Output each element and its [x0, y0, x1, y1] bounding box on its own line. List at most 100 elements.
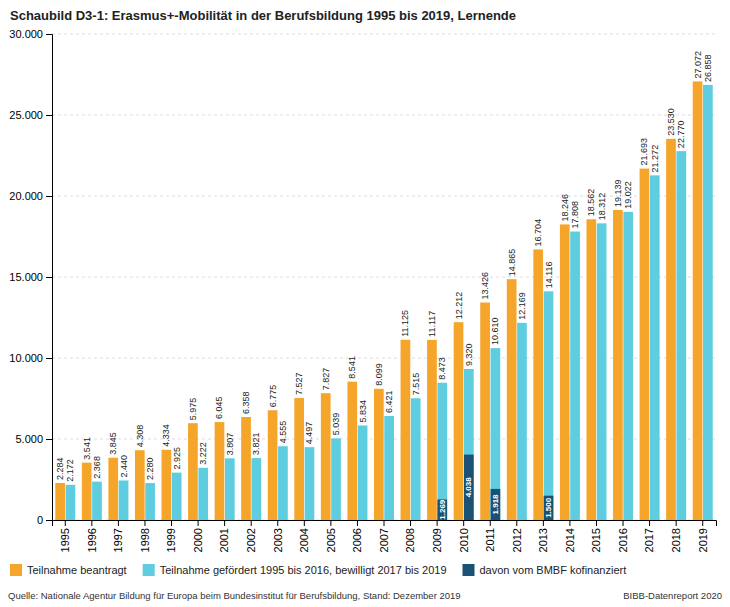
- data-label: 7.527: [294, 373, 304, 396]
- legend-item: Teilnahme beantragt: [10, 564, 127, 576]
- bar: [278, 446, 288, 520]
- tick: 25.000: [9, 109, 52, 121]
- bar: [241, 417, 251, 520]
- tick-mark: [463, 520, 464, 526]
- tick-mark: [46, 520, 52, 521]
- data-label: 3.821: [251, 433, 261, 456]
- bar: [491, 348, 501, 520]
- tick: 2005: [325, 520, 337, 552]
- data-label: 22.770: [676, 121, 686, 149]
- tick: 2010: [458, 520, 470, 552]
- tick-mark: [569, 520, 570, 526]
- bar: [252, 458, 262, 520]
- bar: [480, 302, 490, 520]
- tick-label: 2010: [458, 528, 470, 552]
- tick: 2013: [537, 520, 549, 552]
- data-label: 5.834: [358, 400, 368, 423]
- tick-mark: [46, 277, 52, 278]
- tick-mark: [118, 520, 119, 526]
- bar: [650, 520, 660, 521]
- bar: [544, 291, 554, 520]
- tick-mark: [330, 520, 331, 526]
- bar: [560, 224, 570, 520]
- data-label: 14.865: [507, 249, 517, 277]
- data-label: 7.515: [411, 373, 421, 396]
- data-label: 4.308: [135, 425, 145, 448]
- tick-mark: [702, 520, 703, 526]
- tick-mark: [437, 520, 438, 526]
- tick: 1996: [86, 520, 98, 552]
- bar: [145, 483, 155, 520]
- data-label: 11.125: [400, 310, 410, 337]
- bar: [517, 323, 527, 520]
- data-label: 1.500: [544, 497, 553, 518]
- tick-mark: [144, 520, 145, 526]
- legend-item: Teilnahme gefördert 1995 bis 2016, bewil…: [143, 564, 447, 576]
- bar: [331, 520, 341, 521]
- tick-label: 1995: [59, 528, 71, 552]
- bar: [411, 520, 421, 521]
- data-label: 4.497: [304, 422, 314, 445]
- bar: [597, 520, 607, 521]
- tick: 2002: [245, 520, 257, 552]
- data-label: 3.807: [225, 433, 235, 456]
- plot: 05.00010.00015.00020.00025.00030.000 1995…: [9, 28, 716, 552]
- tick-label: 1996: [86, 528, 98, 552]
- chart: Schaubild D3-1: Erasmus+-Mobilität in de…: [0, 0, 730, 607]
- data-label: 18.246: [560, 194, 570, 222]
- bar: [586, 219, 596, 520]
- tick: 1995: [59, 520, 71, 552]
- y-axis: 05.00010.00015.00020.00025.00030.000: [9, 28, 52, 526]
- tick-label: 2018: [670, 528, 682, 552]
- bar: [66, 485, 76, 520]
- annotation: Quelle: Nationale Agentur Bildung für Eu…: [8, 590, 461, 601]
- data-label: 4.038: [464, 477, 473, 498]
- data-label: 10.610: [490, 318, 500, 346]
- data-label: 26.858: [703, 54, 713, 82]
- bar: [198, 468, 208, 520]
- bar: [491, 489, 501, 520]
- bar: [454, 322, 464, 520]
- tick-label: 2009: [431, 528, 443, 552]
- data-label: 21.693: [639, 138, 649, 166]
- title: Schaubild D3-1: Erasmus+-Mobilität in de…: [10, 8, 516, 23]
- grid-line: [52, 115, 716, 116]
- tick-mark: [596, 520, 597, 526]
- data-label: 3.541: [82, 437, 92, 460]
- tick: 2015: [590, 520, 602, 552]
- bar: [331, 438, 341, 520]
- tick-label: 2007: [378, 528, 390, 552]
- tick-mark: [516, 520, 517, 526]
- bar: [145, 520, 155, 521]
- bar: [225, 520, 235, 521]
- bar: [570, 520, 580, 521]
- bar: [437, 499, 447, 520]
- data-label: 2.284: [55, 457, 65, 480]
- tick: 2006: [351, 520, 363, 552]
- data-label: 2.925: [172, 447, 182, 470]
- bar: [92, 520, 102, 521]
- data-label: 16.704: [533, 219, 543, 247]
- data-label: 6.358: [241, 391, 251, 414]
- bar: [703, 85, 713, 520]
- bar: [464, 369, 474, 520]
- bar: [188, 423, 198, 520]
- bar: [384, 520, 394, 521]
- data-label: 23.530: [666, 108, 676, 136]
- tick-mark: [65, 520, 66, 526]
- bar: [427, 340, 437, 520]
- tick: 2001: [218, 520, 230, 552]
- data-label: 1.918: [491, 494, 500, 515]
- bar: [517, 520, 527, 521]
- tick: 2003: [272, 520, 284, 552]
- tick-mark: [277, 520, 278, 526]
- bar: [703, 520, 713, 521]
- tick-label: 1997: [112, 528, 124, 552]
- tick-label: 2017: [643, 528, 655, 552]
- tick-mark: [171, 520, 172, 526]
- data-label: 3.845: [108, 432, 118, 455]
- legend-swatch: [143, 564, 155, 576]
- tick-mark: [46, 115, 52, 116]
- bar: [215, 422, 225, 520]
- bar: [321, 393, 331, 520]
